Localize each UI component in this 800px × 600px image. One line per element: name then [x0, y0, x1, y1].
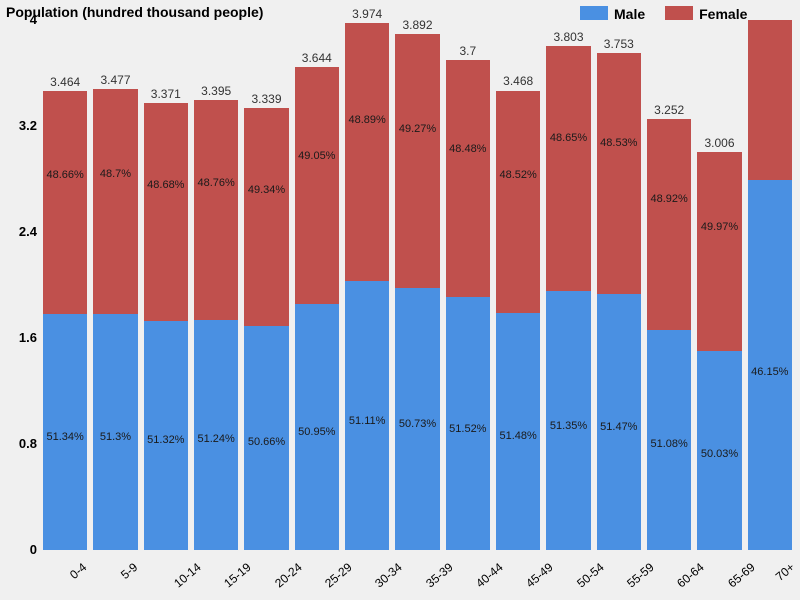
bar-male-pct-label: 51.35% [543, 420, 593, 432]
x-tick-label: 0-4 [67, 560, 89, 582]
bar-male-pct-label: 51.48% [493, 430, 543, 442]
bar-total-label: 3.644 [290, 51, 344, 65]
x-tick-label: 40-44 [473, 560, 506, 590]
bar-group [496, 91, 540, 551]
bar-female-pct-label: 48.92% [644, 193, 694, 205]
bar-total-label: 3.468 [491, 74, 545, 88]
x-tick-label: 45-49 [523, 560, 556, 590]
bar-segment-female [144, 103, 188, 320]
x-tick-label: 50-54 [574, 560, 607, 590]
bar-segment-female [43, 91, 87, 314]
bar-female-pct-label: 48.68% [141, 179, 191, 191]
bar-female-pct-label: 49.97% [694, 221, 744, 233]
x-tick-label: 15-19 [221, 560, 254, 590]
bar-female-pct-label: 48.7% [90, 168, 140, 180]
bar-male-pct-label: 51.52% [443, 423, 493, 435]
y-tick-label: 2.4 [2, 224, 37, 239]
bar-male-pct-label: 51.34% [40, 431, 90, 443]
x-tick-label: 35-39 [423, 560, 456, 590]
x-tick-label: 65-69 [725, 560, 758, 590]
bar-group [697, 152, 741, 550]
bar-segment-female [395, 34, 439, 288]
bar-male-pct-label: 51.3% [90, 431, 140, 443]
bar-group [244, 108, 288, 550]
x-tick-label: 30-34 [372, 560, 405, 590]
population-chart: Population (hundred thousand people) Mal… [0, 0, 800, 600]
bar-group [647, 119, 691, 550]
bar-group [295, 67, 339, 550]
bar-male-pct-label: 50.03% [694, 448, 744, 460]
x-tick-label: 5-9 [118, 560, 140, 582]
x-tick-label: 10-14 [171, 560, 204, 590]
bar-group [345, 23, 389, 550]
bar-segment-female [93, 89, 137, 313]
bar-male-pct-label: 46.15% [745, 366, 795, 378]
bar-female-pct-label: 48.53% [594, 137, 644, 149]
bar-segment-female [496, 91, 540, 314]
bar-total-label: 3.339 [239, 92, 293, 106]
bar-female-pct-label: 49.27% [392, 123, 442, 135]
bar-segment-female [446, 60, 490, 298]
bar-male-pct-label: 51.47% [594, 421, 644, 433]
bar-total-label: 3.803 [541, 30, 595, 44]
bar-group [93, 89, 137, 550]
bar-total-label: 3.974 [340, 7, 394, 21]
x-tick-label: 60-64 [674, 560, 707, 590]
bar-male-pct-label: 51.24% [191, 433, 241, 445]
bar-female-pct-label: 49.05% [292, 150, 342, 162]
bar-total-label: 3.477 [88, 73, 142, 87]
bar-group [748, 20, 792, 550]
bar-group [43, 91, 87, 550]
bar-segment-female [697, 152, 741, 351]
bar-segment-female [546, 46, 590, 291]
x-tick-label: 20-24 [272, 560, 305, 590]
bar-group [144, 103, 188, 550]
y-tick-label: 1.6 [2, 330, 37, 345]
bar-total-label: 3.395 [189, 84, 243, 98]
bar-male-pct-label: 50.95% [292, 426, 342, 438]
bar-total-label: 3.892 [390, 18, 444, 32]
bar-group [194, 100, 238, 550]
x-tick-label: 55-59 [624, 560, 657, 590]
bar-segment-female [647, 119, 691, 330]
bar-segment-female [194, 100, 238, 319]
bar-male-pct-label: 51.08% [644, 438, 694, 450]
bar-segment-female [345, 23, 389, 280]
bar-male-pct-label: 51.32% [141, 434, 191, 446]
bar-segment-female [597, 53, 641, 294]
y-tick-label: 4 [2, 12, 37, 27]
bar-female-pct-label: 48.66% [40, 169, 90, 181]
y-axis-title: Population (hundred thousand people) [6, 4, 263, 20]
bar-group [546, 46, 590, 550]
bar-female-pct-label: 48.76% [191, 177, 241, 189]
bar-segment-male [748, 180, 792, 550]
bar-total-label: 3.464 [38, 75, 92, 89]
bar-male-pct-label: 50.73% [392, 418, 442, 430]
bar-group [597, 53, 641, 550]
bar-female-pct-label: 48.52% [493, 169, 543, 181]
bar-female-pct-label: 49.34% [241, 184, 291, 196]
bar-female-pct-label: 48.89% [342, 114, 392, 126]
bar-total-label: 3.371 [139, 87, 193, 101]
x-tick-label: 70+ [773, 560, 798, 584]
bar-male-pct-label: 50.66% [241, 436, 291, 448]
bar-female-pct-label: 48.65% [543, 132, 593, 144]
bar-segment-female [295, 67, 339, 304]
bar-total-label: 3.006 [692, 136, 746, 150]
bar-group [446, 60, 490, 550]
y-tick-label: 3.2 [2, 118, 37, 133]
y-tick-label: 0 [2, 542, 37, 557]
bar-group [395, 34, 439, 550]
bar-total-label: 3.252 [642, 103, 696, 117]
bar-female-pct-label: 48.48% [443, 143, 493, 155]
x-tick-label: 25-29 [322, 560, 355, 590]
bar-segment-female [244, 108, 288, 326]
bar-total-label: 3.753 [592, 37, 646, 51]
plot-area: 00.81.62.43.243.46448.66%51.34%0-43.4774… [40, 20, 795, 550]
bar-male-pct-label: 51.11% [342, 415, 392, 427]
bar-total-label: 3.7 [441, 44, 495, 58]
y-tick-label: 0.8 [2, 436, 37, 451]
bar-segment-female [748, 20, 792, 180]
